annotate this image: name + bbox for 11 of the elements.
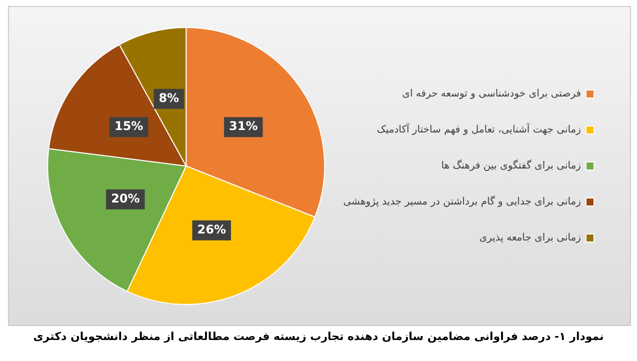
data-label: 31% (229, 119, 258, 134)
text: نمودار ۱- درصد فراوانی مضامین سازمان دهنده تجارب زیسته فرصت مطالعاتی از منظر دانشجویان دکتری (32, 330, 605, 343)
data-label: 26% (197, 222, 226, 237)
legend-label: زمانی برای جامعه پذیری (479, 232, 582, 244)
legend-label: زمانی برای جدایی و گام برداشتن در مسیر جدید پژوهشی (343, 196, 582, 208)
data-label: 20% (111, 191, 140, 206)
legend-label: زمانی برای گفتگوی بین فرهنگ ها (441, 160, 582, 172)
data-label: 8% (158, 91, 180, 106)
data-label: 15% (114, 119, 144, 134)
legend-label: فرصتی برای خودشناسی و توسعه حرفه ای (402, 88, 582, 100)
legend-label: زمانی جهت آشنایی، تعامل و فهم ساختار آکادمیک (376, 122, 582, 136)
